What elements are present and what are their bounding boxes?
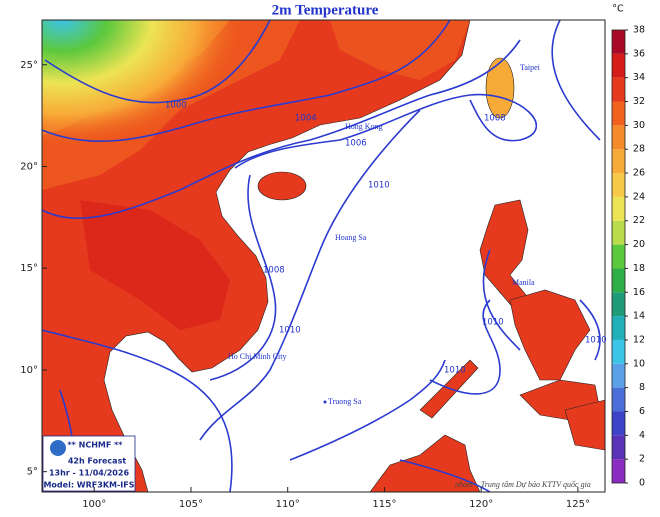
info-time: 13hr - 11/04/2026: [49, 469, 129, 478]
lat-tick-label: 25°: [20, 60, 38, 71]
colorbar-segment: [612, 316, 625, 340]
place-name: Ho Chi Minh City: [228, 352, 286, 361]
info-model: Model: WRF3KM-IFS: [43, 481, 134, 490]
isobar: [429, 249, 521, 395]
isobar-label: 1004: [295, 114, 317, 124]
map-title: 2m Temperature: [272, 2, 379, 18]
isobar-label: 1010: [279, 326, 301, 336]
lon-tick-label: 115°: [372, 499, 396, 510]
borneo: [369, 434, 481, 492]
isobar: [42, 39, 521, 220]
lon-tick-label: 105°: [179, 499, 203, 510]
colorbar-segment: [612, 220, 625, 245]
colorbar-label: 26: [633, 168, 645, 179]
colorbar-segment: [612, 173, 625, 197]
colorbar-segment: [612, 411, 625, 436]
credit: nhám – Trung tâm Dự báo KTTV quốc gia: [455, 480, 591, 489]
info-org: ** NCHMF **: [68, 441, 124, 450]
isobar-label: 1008: [263, 266, 285, 276]
colorbar-segment: [612, 268, 625, 293]
colorbar-label: 30: [633, 120, 645, 131]
map-area: [42, 20, 605, 492]
info-box: ** NCHMF ** 42h Forecast 13hr - 11/04/20…: [42, 435, 136, 492]
colorbar-segment: [612, 292, 625, 317]
visayas: [509, 289, 591, 381]
colorbar-label: 32: [633, 96, 645, 107]
colorbar-segment: [612, 101, 625, 126]
isobar: [289, 299, 601, 461]
place-name: Truong Sa: [328, 397, 362, 406]
isobar: [209, 174, 277, 381]
isobar-label: 1008: [484, 114, 506, 124]
isobar-label: 1010: [444, 366, 466, 376]
lon-tick-label: 110°: [276, 499, 300, 510]
isobar: [234, 93, 538, 169]
colorbar-label: 0: [639, 478, 645, 489]
colorbar-segment: [612, 363, 625, 388]
land-warm: [330, 20, 470, 80]
colorbar-segment: [612, 459, 625, 483]
lat-tick-label: 20°: [20, 161, 38, 172]
taiwan: [485, 57, 515, 119]
isobar: [42, 20, 451, 142]
lon-tick-label: 120°: [469, 499, 493, 510]
place-name: Taipei: [520, 63, 541, 72]
colorbar-label: 22: [633, 215, 645, 226]
lat-tick-label: 15°: [20, 263, 38, 274]
place-dot: [323, 400, 327, 404]
colorbar-label: 10: [633, 358, 645, 369]
colorbar-label: 34: [633, 72, 645, 83]
colorbar-label: 38: [633, 25, 645, 36]
colorbar-segment: [612, 339, 625, 364]
isobar-label: 1006: [345, 139, 367, 149]
colorbar-label: 36: [633, 48, 645, 59]
isobar: [42, 329, 233, 492]
colorbar-label: 14: [633, 311, 645, 322]
colorbar-segment: [612, 244, 625, 269]
colorbar-label: 2: [639, 454, 645, 465]
lat-tick-label: 5°: [27, 467, 38, 478]
hainan: [257, 171, 307, 201]
colorbar-label: 8: [639, 382, 645, 393]
colorbar-label: 6: [639, 406, 645, 417]
info-forecast: 42h Forecast: [68, 457, 127, 466]
place-name: Hoang Sa: [335, 233, 367, 242]
logo: [50, 440, 66, 456]
colorbar-unit: °C: [612, 4, 624, 15]
isobar-label: 1010: [368, 181, 390, 191]
colorbar-label: 4: [639, 430, 645, 441]
colorbar-frame: [611, 29, 626, 484]
sulawesi: [564, 399, 605, 451]
colorbar-segment: [612, 435, 625, 460]
isobar: [199, 20, 601, 441]
colorbar-segment: [612, 125, 625, 150]
colorbar-label: 24: [633, 191, 645, 202]
map-frame: [41, 19, 606, 493]
overlay: 1000 1004 1006 1008 1010 1008 1010 1010 …: [165, 63, 607, 406]
colorbar-segment: [612, 149, 625, 174]
place-name: Manila: [512, 278, 535, 287]
lon-tick-label: 125°: [566, 499, 590, 510]
land-hot: [80, 200, 230, 330]
colorbar-segment: [612, 387, 625, 412]
isobar-label: 1000: [165, 101, 187, 111]
colorbar-label: 18: [633, 263, 645, 274]
colorbar-segment: [612, 77, 625, 102]
colorbar-segment: [612, 53, 625, 78]
colorbar-label: 16: [633, 287, 645, 298]
isobar-label: 1010: [585, 336, 607, 346]
colorbar-label: 28: [633, 144, 645, 155]
isobar: [44, 20, 271, 104]
isobar-label: 1010: [482, 318, 504, 328]
lon-tick-label: 100°: [82, 499, 106, 510]
colorbar-label: 12: [633, 334, 645, 345]
place-name: Hong Kong: [345, 122, 383, 131]
colorbar-label: 20: [633, 239, 645, 250]
colorbar-segment: [612, 30, 625, 54]
lat-tick-label: 10°: [20, 365, 38, 376]
colorbar-segment: [612, 196, 625, 221]
